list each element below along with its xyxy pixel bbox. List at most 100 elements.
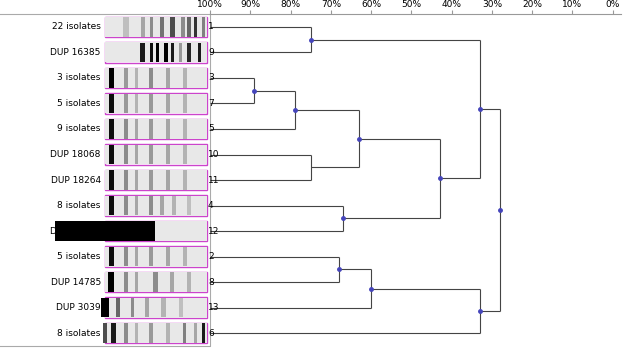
Bar <box>108 68 114 88</box>
Bar <box>183 323 186 343</box>
Bar <box>124 68 128 88</box>
Bar <box>166 94 170 113</box>
Bar <box>135 273 138 292</box>
Bar <box>194 323 197 343</box>
Bar <box>187 196 191 215</box>
Bar <box>124 196 128 215</box>
Bar <box>108 273 115 292</box>
Bar <box>124 94 128 113</box>
Bar <box>105 272 207 292</box>
Bar <box>160 17 164 37</box>
Text: 9: 9 <box>208 48 214 57</box>
Bar <box>135 323 138 343</box>
Bar <box>105 144 207 165</box>
Bar <box>124 119 128 139</box>
Bar <box>105 170 207 190</box>
Bar <box>105 272 207 292</box>
Bar <box>105 170 207 190</box>
Bar <box>124 170 128 190</box>
Bar <box>124 273 128 292</box>
Bar <box>112 323 115 343</box>
Bar <box>179 298 182 317</box>
Bar <box>105 195 207 216</box>
Text: DUP 18264: DUP 18264 <box>51 175 101 185</box>
Bar <box>182 68 187 88</box>
Bar <box>105 323 207 343</box>
Bar <box>182 170 187 190</box>
Bar <box>105 221 207 241</box>
Bar <box>182 119 187 139</box>
Bar <box>135 247 138 266</box>
Bar <box>170 273 174 292</box>
Bar <box>135 196 138 215</box>
Bar <box>105 144 207 164</box>
Bar <box>105 247 207 267</box>
Bar <box>166 170 170 190</box>
Bar <box>105 68 207 88</box>
Bar <box>105 323 207 343</box>
Bar <box>105 119 207 139</box>
Text: 11: 11 <box>208 175 219 185</box>
Text: 3: 3 <box>208 73 214 83</box>
Bar <box>149 68 154 88</box>
Bar <box>172 196 176 215</box>
Bar <box>55 221 155 241</box>
Bar <box>149 323 154 343</box>
Bar <box>150 43 153 62</box>
Bar <box>154 273 157 292</box>
Text: DUP 14785: DUP 14785 <box>51 277 101 287</box>
Bar <box>105 221 207 241</box>
Text: 8 isolates: 8 isolates <box>58 329 101 338</box>
Bar <box>140 43 145 62</box>
Text: 8: 8 <box>208 277 214 287</box>
Bar <box>124 323 128 343</box>
Bar <box>140 17 145 37</box>
Bar <box>198 43 201 62</box>
Text: 5 isolates: 5 isolates <box>58 252 101 261</box>
Bar <box>105 246 207 267</box>
Bar <box>108 247 114 266</box>
Bar <box>135 145 138 164</box>
Text: 3 isolates: 3 isolates <box>58 73 101 83</box>
Bar <box>150 17 153 37</box>
Bar <box>103 323 107 343</box>
Text: 5 isolates: 5 isolates <box>58 99 101 108</box>
Bar <box>105 17 207 37</box>
Text: 10: 10 <box>208 150 219 159</box>
Bar <box>171 43 174 62</box>
Bar <box>187 43 191 62</box>
Bar <box>187 273 191 292</box>
Bar <box>135 68 138 88</box>
Bar <box>149 94 154 113</box>
Bar <box>108 145 114 164</box>
Bar <box>124 145 128 164</box>
Bar <box>166 323 170 343</box>
Bar <box>202 323 205 343</box>
Bar <box>105 42 207 62</box>
Bar <box>101 298 109 317</box>
Text: 1: 1 <box>208 22 214 31</box>
Text: 8 isolates: 8 isolates <box>58 201 101 210</box>
Bar <box>108 196 114 215</box>
Bar <box>156 43 159 62</box>
Bar <box>149 196 154 215</box>
Text: 12: 12 <box>208 227 219 235</box>
Bar <box>115 298 120 317</box>
Text: 5: 5 <box>208 125 214 133</box>
Bar <box>131 298 134 317</box>
Bar <box>202 17 205 37</box>
Bar <box>149 145 154 164</box>
Bar <box>108 119 114 139</box>
Text: 2: 2 <box>208 252 214 261</box>
Bar <box>164 43 168 62</box>
Bar <box>123 17 129 37</box>
Bar <box>149 119 154 139</box>
Bar <box>105 17 207 37</box>
Text: DUP 16385: DUP 16385 <box>50 48 101 57</box>
Bar <box>166 119 170 139</box>
Text: DUP 18068: DUP 18068 <box>50 150 101 159</box>
Bar <box>182 94 187 113</box>
Text: 22 isolates: 22 isolates <box>52 22 101 31</box>
Bar <box>105 298 207 318</box>
Bar <box>135 170 138 190</box>
